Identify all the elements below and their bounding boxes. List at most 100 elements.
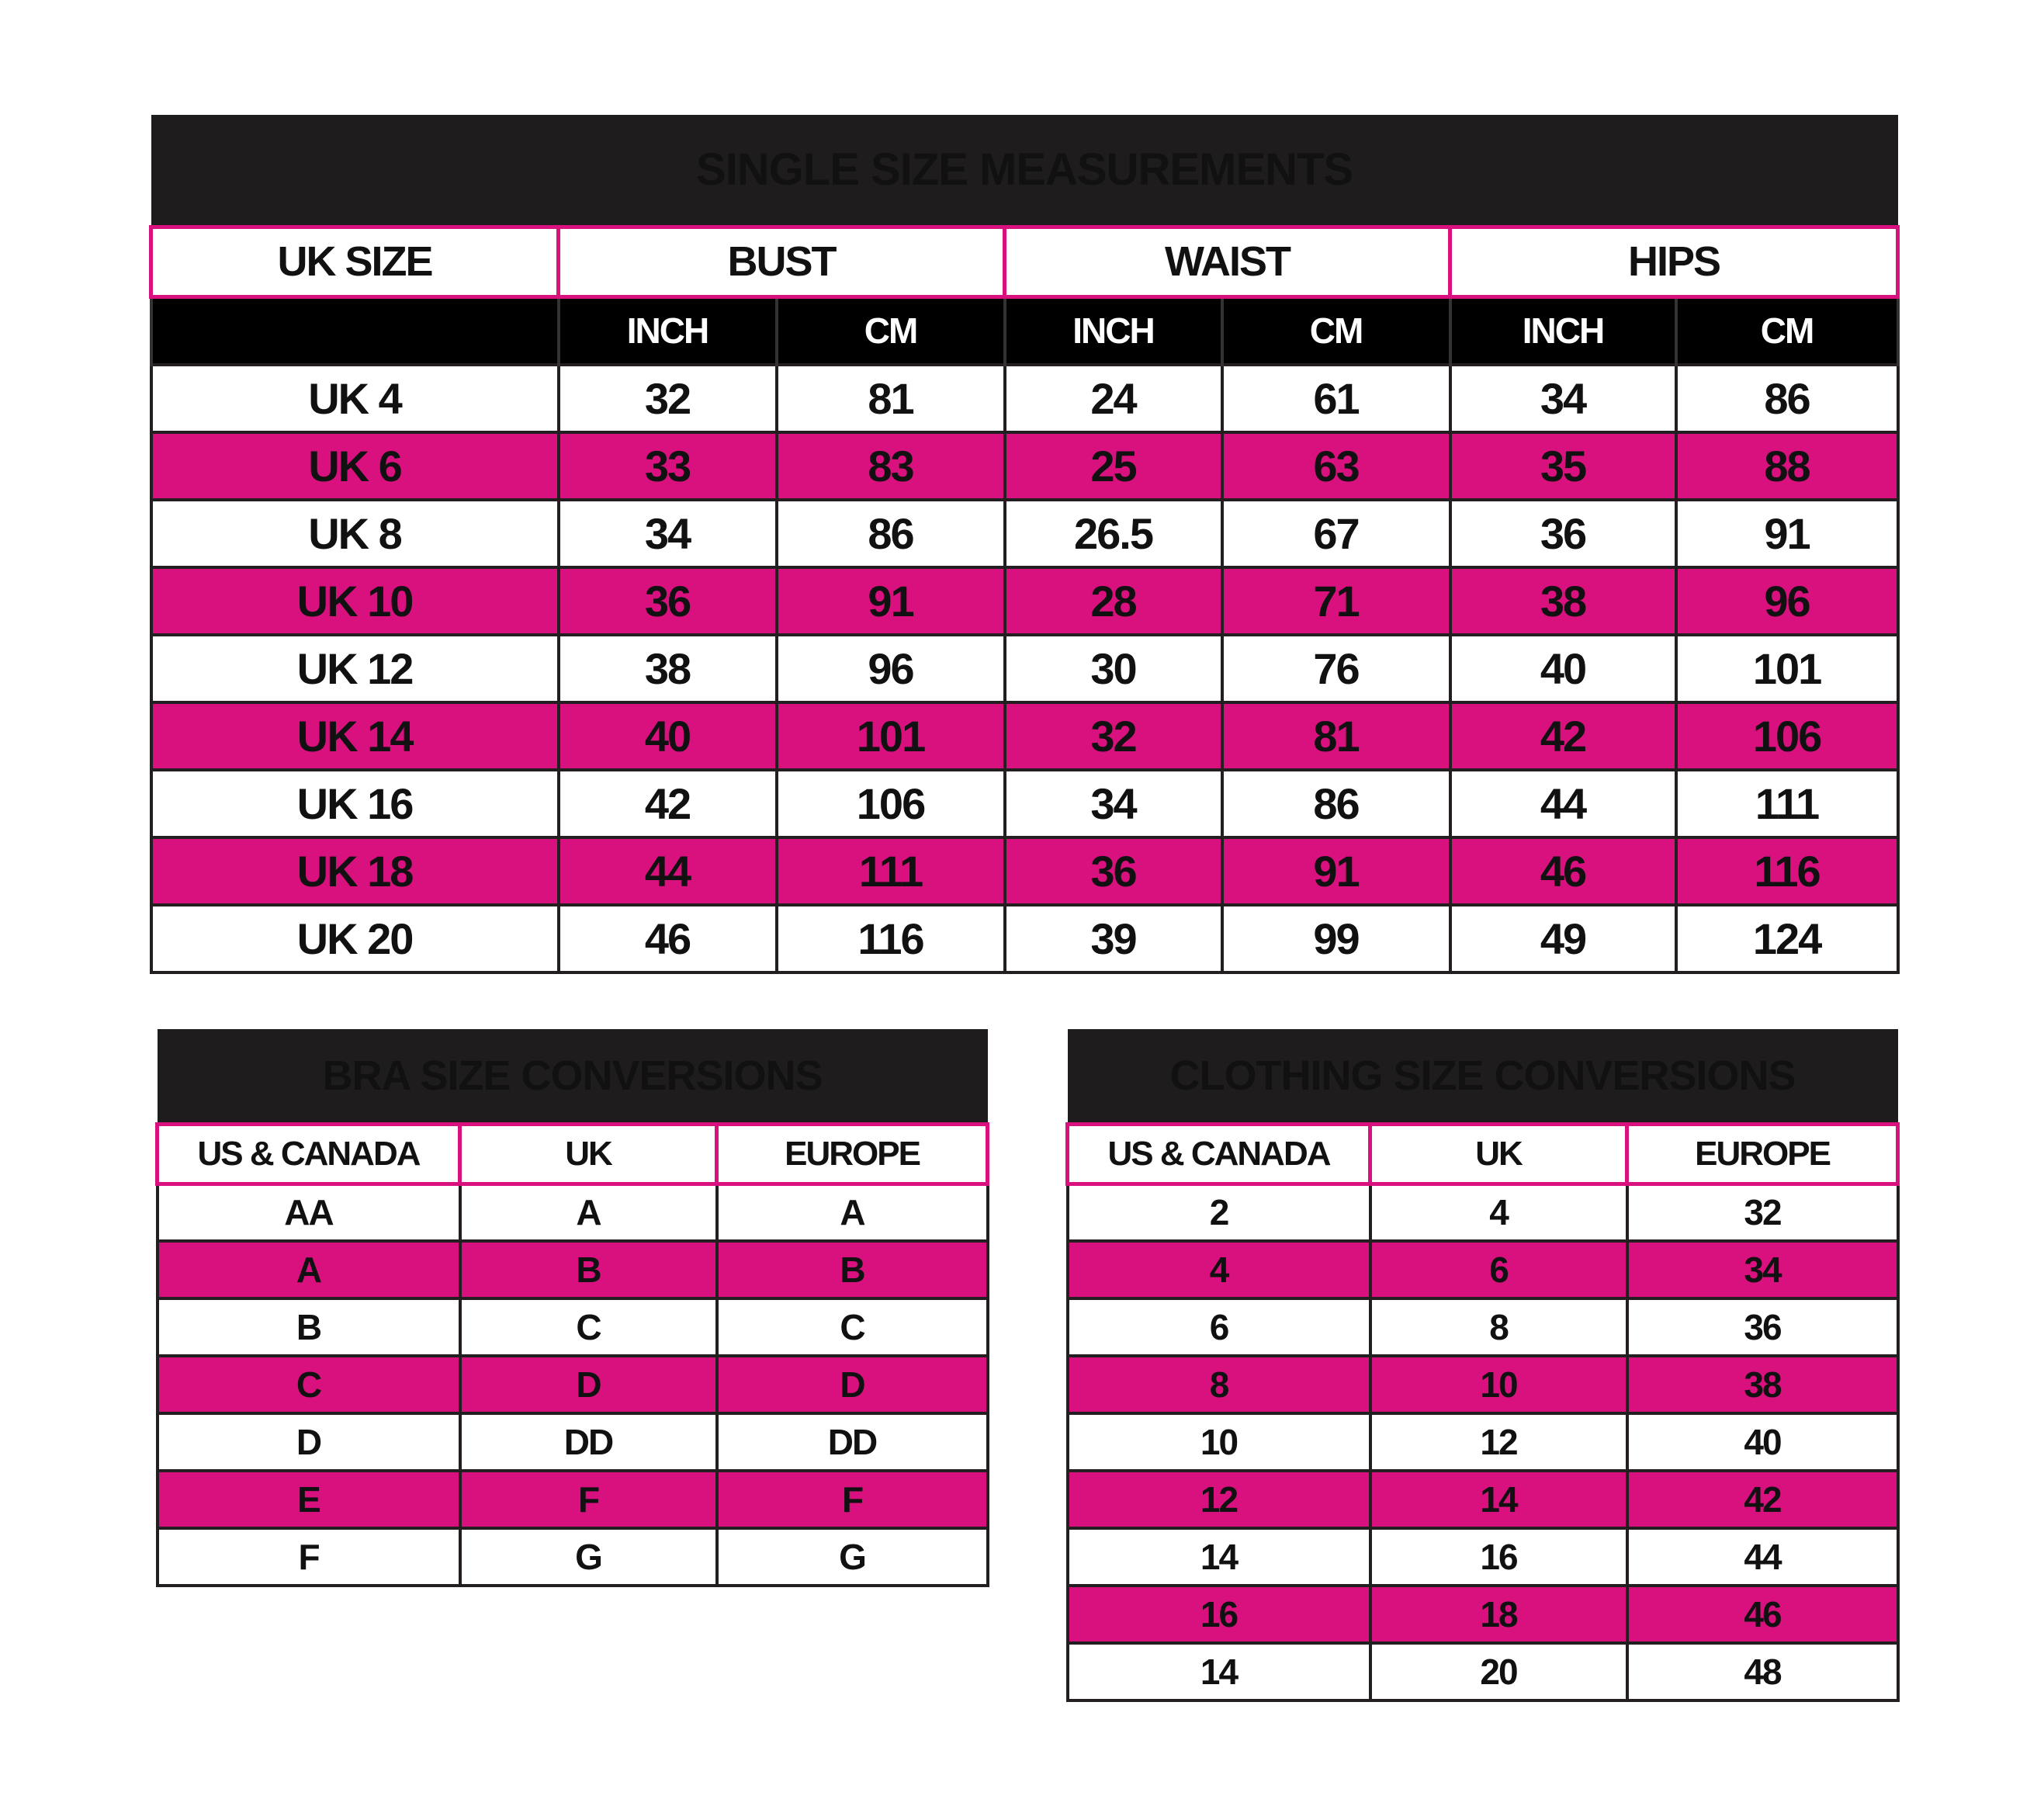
table-cell: 8 bbox=[1065, 1354, 1372, 1415]
table-cell: 46 bbox=[1625, 1584, 1900, 1645]
table-cell: 38 bbox=[1625, 1354, 1900, 1415]
table-cell: 34 bbox=[1448, 363, 1678, 434]
table-cell: C bbox=[715, 1297, 989, 1357]
table-cell: A bbox=[715, 1182, 989, 1243]
table-cell: 116 bbox=[1674, 836, 1900, 906]
table-cell: C bbox=[155, 1354, 462, 1415]
table-cell: UK 18 bbox=[149, 836, 560, 906]
table-cell: UK 4 bbox=[149, 363, 560, 434]
table-cell: 40 bbox=[1625, 1412, 1900, 1472]
table-row: UK 4 32 81 24 61 34 86 bbox=[149, 363, 1900, 434]
table-cell: 99 bbox=[1220, 903, 1452, 974]
table-cell: 46 bbox=[1448, 836, 1678, 906]
table-cell: 49 bbox=[1448, 903, 1678, 974]
column-header: UK bbox=[458, 1121, 719, 1186]
table-cell: 48 bbox=[1625, 1641, 1900, 1702]
table-cell: DD bbox=[715, 1412, 989, 1472]
table-cell: 30 bbox=[1003, 633, 1224, 704]
table-cell: B bbox=[155, 1297, 462, 1357]
unit-header: cm bbox=[1220, 296, 1452, 365]
table-cell: 8 bbox=[1368, 1297, 1629, 1357]
table-cell: 16 bbox=[1368, 1527, 1629, 1587]
table-cell: UK 16 bbox=[149, 768, 560, 839]
table-cell: D bbox=[715, 1354, 989, 1415]
bra-size-conversions-table: Bra Size Conversions US & Canada UK Europe… bbox=[155, 1029, 990, 1587]
table-cell: A bbox=[458, 1182, 719, 1243]
table-cell: 111 bbox=[1674, 768, 1900, 839]
table-cell: 63 bbox=[1220, 431, 1452, 501]
table-row: UK 6 33 83 25 63 35 88 bbox=[149, 431, 1900, 501]
table-cell: 12 bbox=[1368, 1412, 1629, 1472]
table-cell: B bbox=[715, 1239, 989, 1300]
table-title: Clothing Size Conversions bbox=[1067, 1029, 1898, 1124]
table-cell: 38 bbox=[1448, 566, 1678, 636]
single-size-measurements-table: Single Size Measurements UK Size Bust Wa… bbox=[149, 115, 1900, 974]
table-row: D DD DD bbox=[155, 1412, 989, 1472]
table-cell: 101 bbox=[1674, 633, 1900, 704]
table-cell: 42 bbox=[1625, 1469, 1900, 1530]
table-cell: 83 bbox=[774, 431, 1006, 501]
table-cell: 4 bbox=[1368, 1182, 1629, 1243]
column-header-bust: Bust bbox=[556, 224, 1006, 299]
table-cell: 16 bbox=[1065, 1584, 1372, 1645]
table-row: UK 8 34 86 26.5 67 36 91 bbox=[149, 498, 1900, 569]
unit-header: Inch bbox=[1003, 296, 1224, 365]
table-row: 14 16 44 bbox=[1065, 1527, 1900, 1587]
table-cell: 91 bbox=[1674, 498, 1900, 569]
column-header: Europe bbox=[1624, 1121, 1900, 1186]
table-cell: 111 bbox=[774, 836, 1006, 906]
table-cell: DD bbox=[458, 1412, 719, 1472]
clothing-size-conversions-table: Clothing Size Conversions US & Canada UK E… bbox=[1065, 1029, 1900, 1702]
table-cell: 124 bbox=[1674, 903, 1900, 974]
table-row: AA A A bbox=[155, 1182, 989, 1243]
table-cell: 96 bbox=[1674, 566, 1900, 636]
table-cell: 32 bbox=[1625, 1182, 1900, 1243]
table-cell: 32 bbox=[556, 363, 778, 434]
unit-header: cm bbox=[774, 296, 1006, 365]
table-cell: 91 bbox=[774, 566, 1006, 636]
table-cell: 88 bbox=[1674, 431, 1900, 501]
table-cell: 61 bbox=[1220, 363, 1452, 434]
column-header: US & Canada bbox=[155, 1121, 462, 1186]
table-cell: UK 6 bbox=[149, 431, 560, 501]
table-cell: UK 20 bbox=[149, 903, 560, 974]
table-cell: 46 bbox=[556, 903, 778, 974]
table-cell: 86 bbox=[1674, 363, 1900, 434]
table-cell: 40 bbox=[1448, 633, 1678, 704]
table-cell: A bbox=[155, 1239, 462, 1300]
table-cell: 106 bbox=[1674, 701, 1900, 771]
table-cell: 35 bbox=[1448, 431, 1678, 501]
table-cell: G bbox=[715, 1527, 989, 1587]
table-cell: 28 bbox=[1003, 566, 1224, 636]
table-cell: 24 bbox=[1003, 363, 1224, 434]
table-cell: 116 bbox=[774, 903, 1006, 974]
table-row: UK 20 46 116 39 99 49 124 bbox=[149, 903, 1900, 974]
table-cell: AA bbox=[155, 1182, 462, 1243]
table-cell: 81 bbox=[774, 363, 1006, 434]
table-cell: 12 bbox=[1065, 1469, 1372, 1530]
table-cell: 91 bbox=[1220, 836, 1452, 906]
table-cell: 2 bbox=[1065, 1182, 1372, 1243]
table-cell: 14 bbox=[1065, 1641, 1372, 1702]
table-cell: 34 bbox=[1003, 768, 1224, 839]
table-cell: 36 bbox=[1625, 1297, 1900, 1357]
table-row: 2 4 32 bbox=[1065, 1182, 1900, 1243]
table-cell: 26.5 bbox=[1003, 498, 1224, 569]
table-cell: B bbox=[458, 1239, 719, 1300]
table-cell: 6 bbox=[1065, 1297, 1372, 1357]
table-cell: G bbox=[458, 1527, 719, 1587]
table-cell: 106 bbox=[774, 768, 1006, 839]
table-cell: 14 bbox=[1065, 1527, 1372, 1587]
table-cell: E bbox=[155, 1469, 462, 1530]
table-cell: UK 8 bbox=[149, 498, 560, 569]
table-row: 8 10 38 bbox=[1065, 1354, 1900, 1415]
table-cell: UK 12 bbox=[149, 633, 560, 704]
table-cell: D bbox=[155, 1412, 462, 1472]
table-cell: 6 bbox=[1368, 1239, 1629, 1300]
table-row: UK 14 40 101 32 81 42 106 bbox=[149, 701, 1900, 771]
table-cell: 44 bbox=[1448, 768, 1678, 839]
column-header: Europe bbox=[714, 1121, 990, 1186]
